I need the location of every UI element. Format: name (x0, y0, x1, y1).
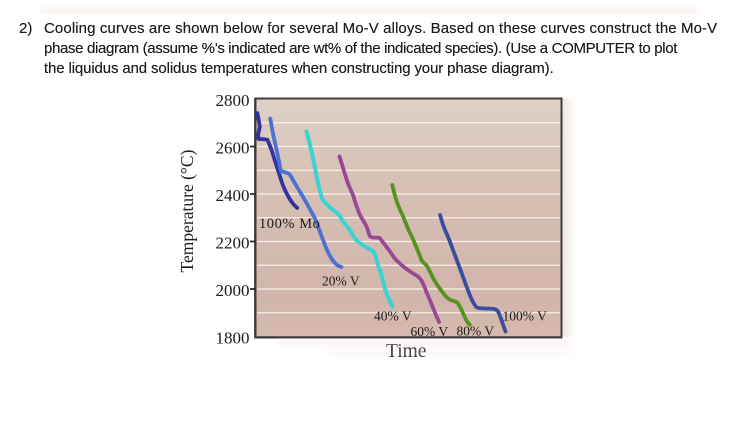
svg-text:20% V: 20% V (322, 274, 360, 289)
svg-text:80% V: 80% V (457, 324, 495, 339)
svg-text:100% V: 100% V (503, 309, 548, 324)
svg-text:Time: Time (386, 341, 426, 362)
svg-text:40% V: 40% V (374, 309, 412, 324)
svg-text:100% Mo: 100% Mo (259, 216, 320, 232)
svg-text:2200: 2200 (216, 234, 250, 253)
svg-text:Temperature (°C): Temperature (°C) (177, 149, 197, 272)
svg-text:2000: 2000 (216, 281, 250, 300)
svg-text:2600: 2600 (216, 139, 250, 158)
svg-text:2400: 2400 (216, 186, 250, 205)
svg-text:2800: 2800 (216, 91, 250, 110)
svg-text:1800: 1800 (216, 329, 250, 348)
svg-text:60% V: 60% V (411, 324, 449, 339)
